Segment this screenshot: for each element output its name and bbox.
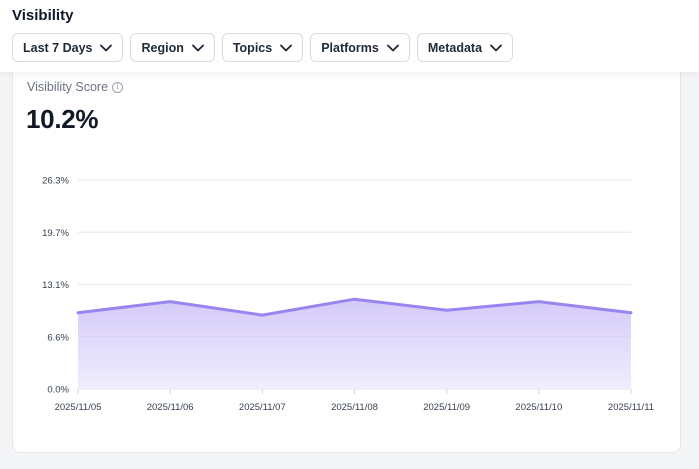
x-tick-label: 2025/11/10: [515, 402, 562, 413]
x-tick-label: 2025/11/09: [423, 402, 470, 413]
x-tick-label: 2025/11/08: [331, 402, 378, 413]
platforms-filter[interactable]: Platforms: [310, 33, 410, 62]
info-icon[interactable]: i: [112, 81, 124, 93]
score-label: Visibility Score i: [27, 80, 124, 94]
x-tick-label: 2025/11/11: [608, 402, 654, 413]
filter-label: Metadata: [427, 40, 483, 55]
chevron-down-icon: [280, 44, 293, 51]
y-tick-label: 13.1%: [42, 280, 69, 291]
date-range-filter[interactable]: Last 7 Days: [12, 33, 124, 62]
filter-bar: Last 7 Days Region Topics Platforms Meta…: [12, 33, 514, 62]
score-label-text: Visibility Score: [27, 80, 109, 94]
filter-label: Topics: [232, 40, 273, 55]
y-tick-label: 0.0%: [47, 385, 69, 396]
filter-label: Last 7 Days: [23, 40, 93, 55]
x-tick-label: 2025/11/06: [147, 402, 194, 413]
filter-label: Region: [141, 40, 184, 55]
score-value: 10.2%: [26, 104, 99, 134]
chevron-down-icon: [386, 44, 399, 51]
topics-filter[interactable]: Topics: [221, 33, 304, 62]
y-tick-label: 6.6%: [47, 332, 69, 343]
y-tick-label: 26.3%: [42, 176, 69, 187]
metadata-filter[interactable]: Metadata: [416, 33, 514, 62]
y-tick-label: 19.7%: [42, 228, 69, 239]
header: Visibility Last 7 Days Region Topics Pla…: [0, 0, 699, 72]
filter-label: Platforms: [321, 40, 379, 55]
page-title: Visibility: [12, 7, 74, 24]
region-filter[interactable]: Region: [130, 33, 215, 62]
x-tick-label: 2025/11/05: [55, 402, 102, 413]
series-area: [78, 299, 631, 389]
chevron-down-icon: [191, 44, 204, 51]
x-tick-label: 2025/11/07: [239, 402, 286, 413]
chevron-down-icon: [100, 44, 113, 51]
chevron-down-icon: [490, 44, 502, 51]
